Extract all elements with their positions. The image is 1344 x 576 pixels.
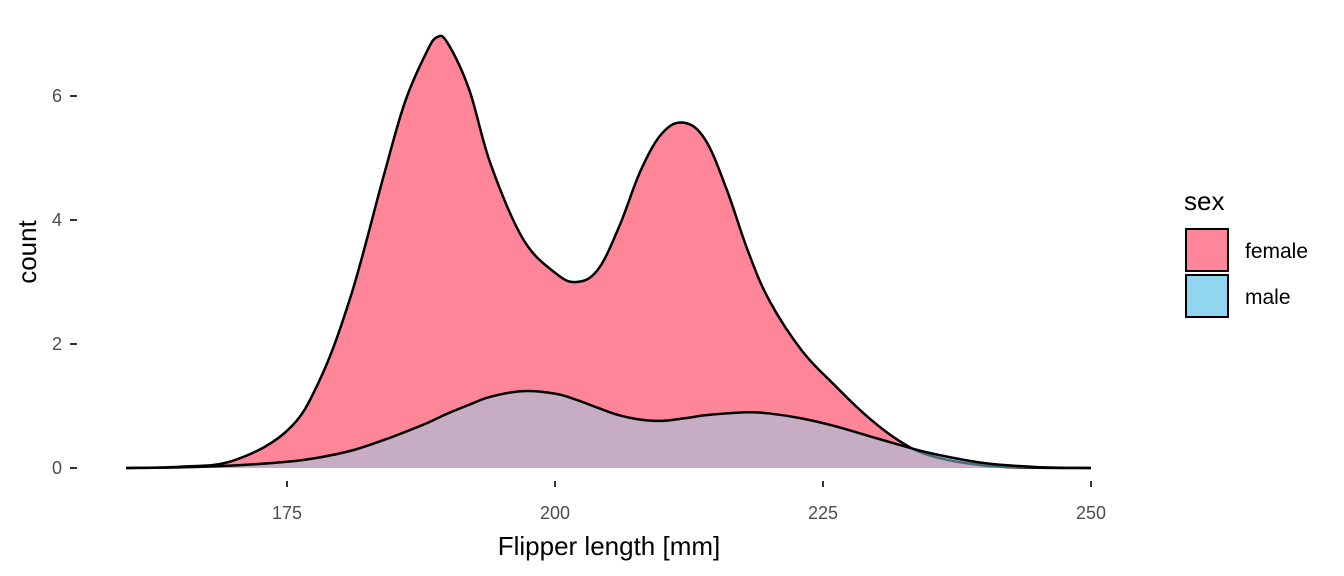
y-tick-label: 0 [52, 458, 62, 478]
x-tick-label: 175 [272, 503, 302, 523]
legend-label-male: male [1245, 286, 1291, 309]
plot-area [126, 34, 1092, 470]
legend-title: sex [1184, 186, 1224, 216]
legend-key-female [1185, 228, 1229, 272]
legend: sex female male [1184, 186, 1308, 318]
y-tick-label: 4 [52, 210, 62, 230]
y-tick-label: 6 [52, 86, 62, 106]
density-line-female [126, 34, 1092, 470]
y-axis-title: count [12, 219, 42, 283]
x-axis-title: Flipper length [mm] [498, 531, 721, 561]
legend-key-male [1185, 274, 1229, 318]
y-axis: 0 2 4 6 [52, 86, 77, 478]
x-tick-label: 250 [1076, 503, 1106, 523]
density-line-male [126, 389, 1092, 470]
x-tick-label: 200 [540, 503, 570, 523]
y-tick-label: 2 [52, 334, 62, 354]
x-axis: 175 200 225 250 [272, 481, 1106, 523]
legend-label-female: female [1245, 240, 1308, 263]
x-tick-label: 225 [808, 503, 838, 523]
area-male [126, 390, 1091, 468]
